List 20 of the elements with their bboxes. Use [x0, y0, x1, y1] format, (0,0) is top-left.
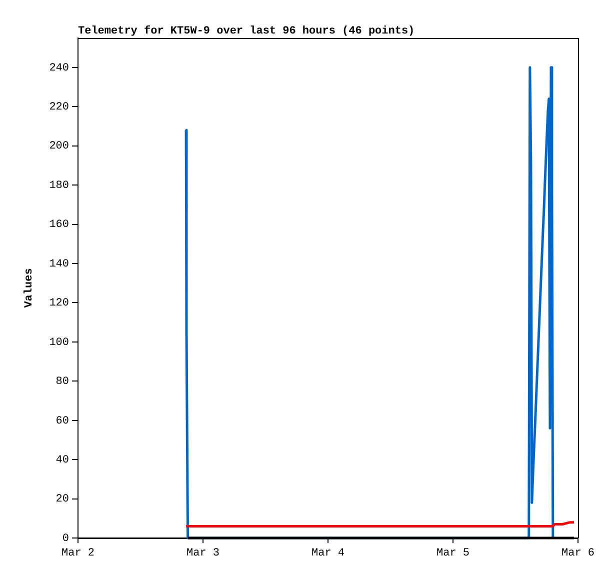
y-axis-title: Values	[23, 268, 36, 308]
y-tick-label: 40	[56, 454, 69, 466]
y-tick-label: 220	[49, 102, 69, 114]
y-tick-label: 60	[56, 415, 69, 428]
x-tick-label: Mar 5	[436, 548, 470, 560]
y-tick-label: 140	[49, 258, 69, 270]
y-tick-label: 80	[56, 376, 69, 388]
chart-title: Telemetry for KT5W-9 over last 96 hours (46 points)	[78, 24, 415, 38]
y-tick-label: 100	[49, 336, 69, 349]
x-tick-label: Mar 4	[311, 548, 345, 560]
y-tick-label: 120	[49, 298, 69, 310]
y-tick-label: 0	[62, 532, 69, 545]
y-tick-label: 160	[49, 219, 69, 232]
x-tick-label: Mar 2	[61, 548, 95, 560]
y-tick-label: 200	[49, 140, 69, 153]
x-tick-label: Mar 6	[561, 548, 595, 560]
x-tick-label: Mar 3	[186, 548, 220, 560]
y-tick-label: 240	[49, 62, 69, 74]
y-tick-label: 20	[56, 494, 69, 506]
y-tick-label: 180	[49, 180, 69, 192]
